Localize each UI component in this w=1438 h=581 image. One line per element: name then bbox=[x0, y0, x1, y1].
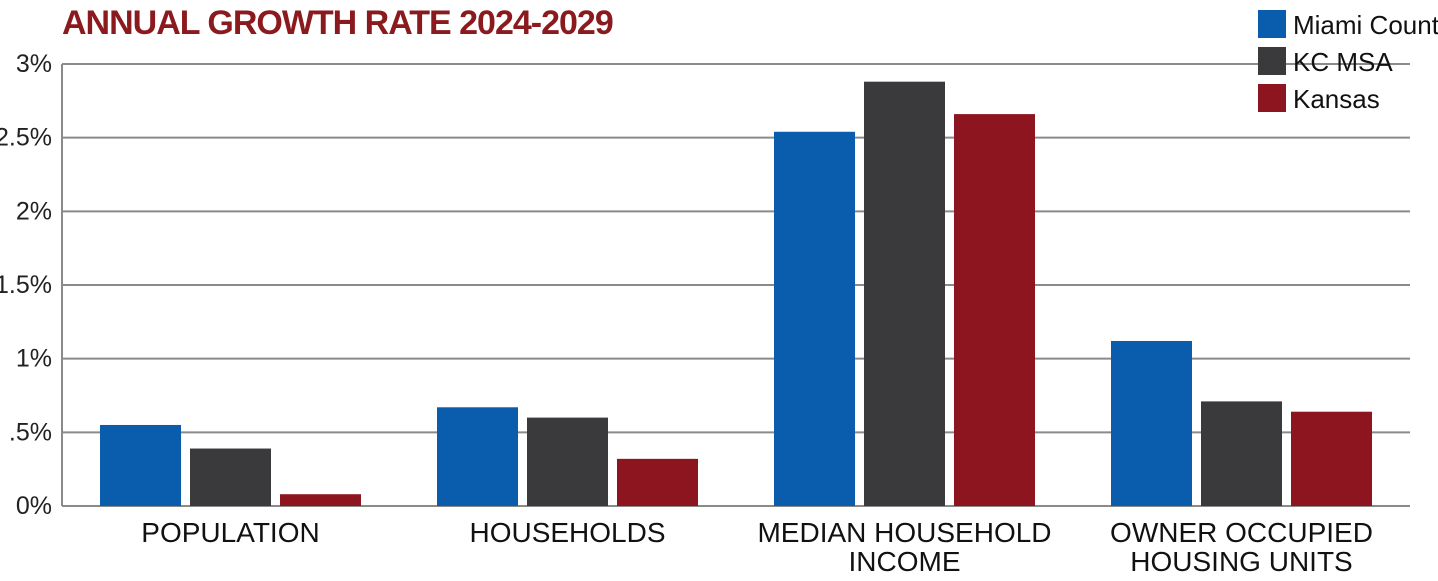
y-tick-label: 1.5% bbox=[0, 271, 52, 299]
legend-swatch bbox=[1258, 47, 1286, 75]
bar bbox=[190, 448, 271, 506]
x-category-label: HOUSEHOLDS bbox=[469, 517, 665, 548]
legend: Miami County KC MSA Kansas bbox=[1258, 10, 1438, 114]
y-tick-label: .5% bbox=[9, 418, 52, 446]
legend-label: Kansas bbox=[1293, 84, 1380, 114]
legend-label: Miami County bbox=[1293, 10, 1438, 40]
bar bbox=[617, 458, 698, 506]
bar bbox=[774, 131, 855, 507]
legend-swatch bbox=[1258, 10, 1286, 38]
legend-label: KC MSA bbox=[1293, 47, 1393, 77]
bar bbox=[954, 114, 1035, 507]
bar bbox=[437, 407, 518, 506]
y-tick-label: 3% bbox=[16, 50, 52, 78]
bar bbox=[1201, 401, 1282, 506]
x-category-label: POPULATION bbox=[141, 517, 319, 548]
bar bbox=[1291, 411, 1372, 506]
bar bbox=[864, 81, 945, 507]
chart-title: ANNUAL GROWTH RATE 2024-2029 bbox=[62, 4, 613, 42]
x-category-label: MEDIAN HOUSEHOLD bbox=[757, 517, 1051, 548]
y-tick-label: 0% bbox=[16, 492, 52, 520]
y-axis: 0% .5% 1% 1.5% 2% 2.5% 3% bbox=[0, 50, 63, 520]
y-tick-label: 1% bbox=[16, 345, 52, 373]
bar bbox=[100, 424, 181, 506]
x-category-label: OWNER OCCUPIED bbox=[1110, 517, 1373, 548]
x-axis-labels: POPULATION HOUSEHOLDS MEDIAN HOUSEHOLDINCO… bbox=[141, 517, 1373, 577]
bar bbox=[527, 417, 608, 506]
gridlines bbox=[62, 63, 1410, 507]
bar bbox=[280, 494, 361, 506]
bars bbox=[100, 81, 1372, 507]
bar bbox=[1111, 340, 1192, 506]
x-category-label: HOUSING UNITS bbox=[1130, 546, 1352, 577]
y-tick-label: 2.5% bbox=[0, 124, 52, 152]
x-category-label: INCOME bbox=[849, 546, 961, 577]
legend-swatch bbox=[1258, 84, 1286, 112]
y-tick-label: 2% bbox=[16, 197, 52, 225]
